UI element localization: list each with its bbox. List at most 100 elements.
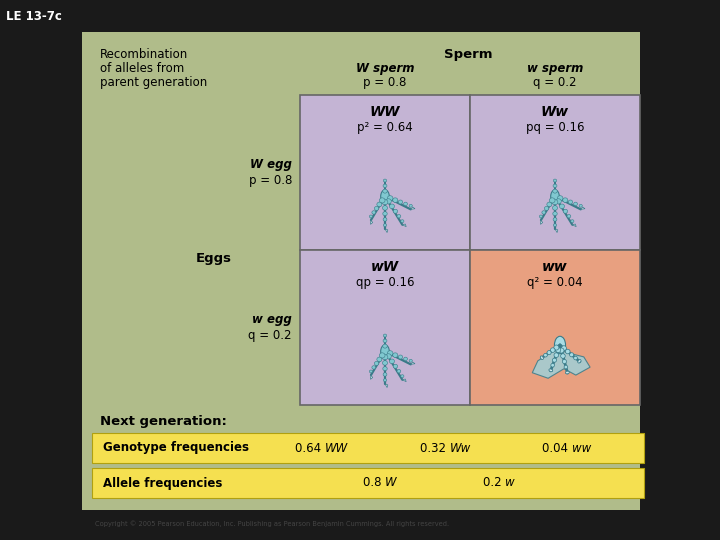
Ellipse shape: [383, 212, 387, 215]
Ellipse shape: [383, 334, 387, 337]
Ellipse shape: [369, 370, 372, 373]
Ellipse shape: [540, 356, 544, 360]
Ellipse shape: [377, 202, 382, 207]
Ellipse shape: [563, 198, 568, 202]
Ellipse shape: [369, 215, 372, 218]
Text: Ww: Ww: [450, 442, 472, 455]
Text: Copyright © 2005 Pearson Education, Inc. Publishing as Pearson Benjamin Cummings: Copyright © 2005 Pearson Education, Inc.…: [95, 520, 449, 526]
Ellipse shape: [382, 200, 388, 205]
Text: Next generation:: Next generation:: [100, 415, 227, 428]
Ellipse shape: [409, 204, 413, 207]
Ellipse shape: [562, 360, 567, 363]
Ellipse shape: [383, 339, 387, 342]
Ellipse shape: [567, 214, 571, 218]
Ellipse shape: [570, 353, 574, 357]
Polygon shape: [541, 220, 543, 224]
Text: of alleles from: of alleles from: [100, 62, 184, 75]
Ellipse shape: [552, 206, 557, 210]
Text: Genotype frequencies: Genotype frequencies: [103, 442, 249, 455]
Ellipse shape: [404, 357, 408, 361]
Ellipse shape: [397, 214, 401, 218]
Ellipse shape: [549, 369, 553, 372]
Ellipse shape: [559, 348, 564, 353]
Bar: [82, 32, 640, 510]
Ellipse shape: [374, 361, 379, 366]
Polygon shape: [532, 349, 590, 378]
Ellipse shape: [547, 202, 552, 207]
Ellipse shape: [383, 184, 387, 187]
Ellipse shape: [404, 202, 408, 206]
Ellipse shape: [554, 345, 559, 350]
Ellipse shape: [557, 195, 563, 201]
Ellipse shape: [549, 369, 552, 372]
Ellipse shape: [551, 190, 559, 203]
Text: Allele frequencies: Allele frequencies: [103, 476, 222, 489]
Ellipse shape: [556, 348, 561, 353]
Text: w: w: [505, 476, 515, 489]
Text: parent generation: parent generation: [100, 76, 207, 89]
Ellipse shape: [384, 379, 387, 382]
Ellipse shape: [561, 354, 565, 359]
Polygon shape: [410, 207, 415, 210]
Bar: [300, 250, 470, 405]
Text: LE 13-7c: LE 13-7c: [6, 10, 62, 23]
Text: WW: WW: [325, 442, 348, 455]
Polygon shape: [385, 384, 388, 388]
Ellipse shape: [554, 179, 557, 182]
Text: pq = 0.16: pq = 0.16: [526, 121, 584, 134]
Polygon shape: [371, 220, 373, 224]
Ellipse shape: [372, 366, 376, 369]
Ellipse shape: [559, 204, 564, 208]
Ellipse shape: [372, 211, 376, 214]
Ellipse shape: [553, 212, 557, 215]
Ellipse shape: [381, 190, 390, 203]
Text: p = 0.8: p = 0.8: [248, 174, 292, 187]
Ellipse shape: [401, 375, 404, 377]
Text: w egg: w egg: [252, 313, 292, 326]
Polygon shape: [371, 375, 373, 379]
Bar: [92, 468, 644, 498]
Ellipse shape: [542, 211, 546, 214]
Ellipse shape: [574, 202, 577, 206]
Ellipse shape: [383, 367, 387, 370]
Polygon shape: [555, 229, 558, 233]
Ellipse shape: [379, 353, 385, 358]
Ellipse shape: [549, 198, 555, 203]
Ellipse shape: [556, 199, 562, 204]
Bar: [300, 95, 470, 250]
Ellipse shape: [382, 355, 388, 360]
Ellipse shape: [384, 224, 387, 227]
Ellipse shape: [547, 350, 551, 355]
Ellipse shape: [544, 206, 549, 211]
Ellipse shape: [565, 372, 570, 374]
Ellipse shape: [554, 336, 565, 354]
Ellipse shape: [392, 198, 398, 202]
Ellipse shape: [563, 209, 567, 213]
Ellipse shape: [381, 345, 390, 358]
Polygon shape: [402, 379, 406, 382]
Text: q = 0.2: q = 0.2: [248, 329, 292, 342]
Ellipse shape: [544, 353, 547, 357]
Text: 0.04: 0.04: [542, 442, 572, 455]
Text: p = 0.8: p = 0.8: [364, 76, 407, 89]
Ellipse shape: [551, 363, 554, 367]
Ellipse shape: [566, 371, 569, 374]
Text: Eggs: Eggs: [196, 252, 232, 265]
Text: W: W: [385, 476, 397, 489]
Ellipse shape: [382, 206, 387, 210]
Ellipse shape: [568, 200, 572, 204]
Bar: [92, 433, 644, 463]
Ellipse shape: [398, 200, 402, 204]
Ellipse shape: [553, 218, 557, 221]
Bar: [470, 95, 640, 250]
Ellipse shape: [553, 189, 557, 193]
Text: 0.2: 0.2: [482, 476, 505, 489]
Text: Recombination: Recombination: [100, 48, 188, 61]
Bar: [470, 250, 640, 405]
Ellipse shape: [574, 356, 577, 360]
Ellipse shape: [392, 353, 398, 357]
Text: 0.32: 0.32: [420, 442, 450, 455]
Ellipse shape: [409, 359, 413, 362]
Text: W sperm: W sperm: [356, 62, 414, 75]
Text: wW: wW: [371, 260, 399, 274]
